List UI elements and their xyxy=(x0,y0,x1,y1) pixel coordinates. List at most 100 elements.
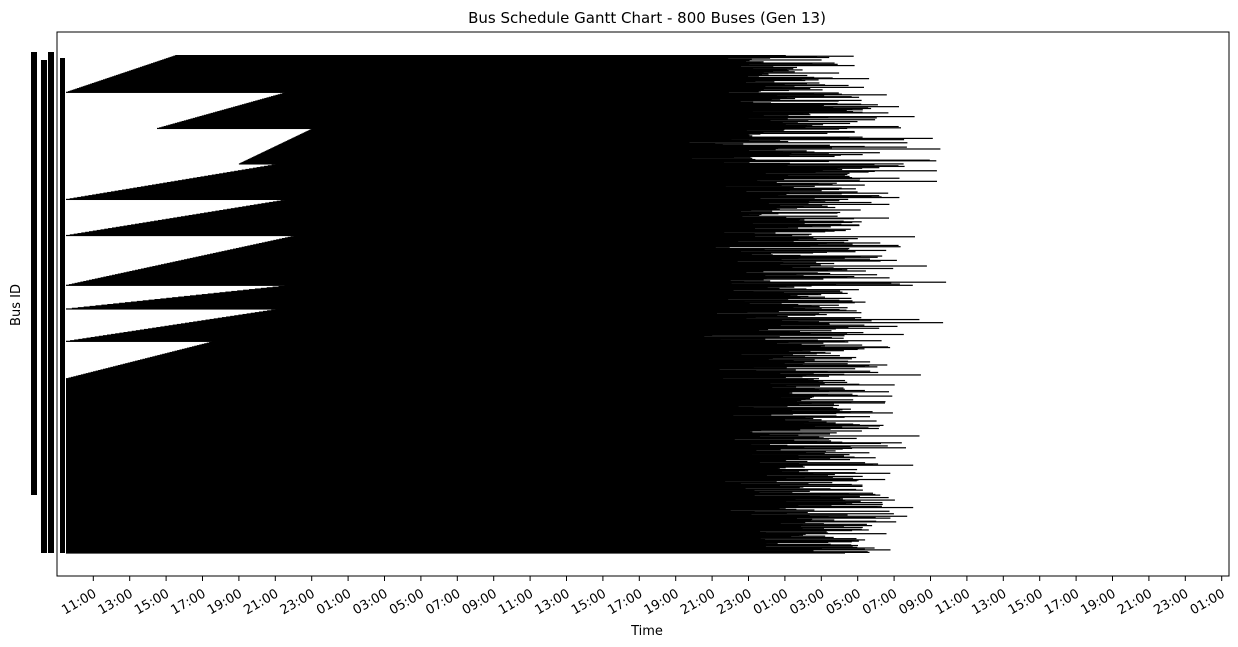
bus-bar xyxy=(86,280,771,282)
bus-bar xyxy=(66,409,792,412)
bus-bar xyxy=(306,130,855,133)
bus-bar xyxy=(189,178,861,180)
bus-bar xyxy=(77,282,892,284)
bus-bar xyxy=(73,89,823,91)
bus-bar xyxy=(138,67,754,69)
bus-bar xyxy=(66,415,837,417)
bus-bar xyxy=(66,449,757,451)
bus-bar xyxy=(204,254,801,257)
bus-bar xyxy=(85,231,725,234)
bus-bar xyxy=(66,414,772,416)
bus-bar xyxy=(75,88,764,90)
bus-bar xyxy=(196,345,825,347)
bus-bar xyxy=(66,389,865,392)
bus-bar xyxy=(284,237,808,239)
bus-bar xyxy=(66,526,863,529)
bus-bar xyxy=(95,193,787,196)
bus-bar xyxy=(178,260,881,262)
bus-bar xyxy=(66,500,846,502)
x-axis-label: Time xyxy=(630,624,663,639)
bus-bar xyxy=(119,226,831,228)
bus-bar xyxy=(277,94,887,96)
bus-bar xyxy=(66,463,874,466)
bus-bar xyxy=(66,511,808,514)
bus-bar xyxy=(66,396,814,398)
x-tick-label: 13:00 xyxy=(533,586,573,618)
y-axis-label: Bus ID xyxy=(9,284,24,326)
bus-bar xyxy=(66,551,868,553)
bus-bar xyxy=(114,190,747,192)
bus-bar xyxy=(86,337,844,339)
bus-bar xyxy=(103,368,720,370)
bus-bar xyxy=(66,473,814,475)
x-tick-label: 15:00 xyxy=(569,586,609,618)
bus-bar xyxy=(113,303,782,305)
x-tick-label: 03:00 xyxy=(351,586,391,618)
bus-bar xyxy=(66,510,731,512)
bus-bar xyxy=(66,518,797,520)
bus-bar xyxy=(66,405,739,407)
bus-bar xyxy=(272,201,826,203)
bus-bar xyxy=(147,357,773,359)
bus-bar xyxy=(302,132,828,135)
bus-bar xyxy=(66,416,870,418)
bus-bar xyxy=(66,508,780,510)
bus-bar xyxy=(126,271,747,273)
bus-bar xyxy=(66,515,908,517)
bus-bar xyxy=(180,216,743,218)
bus-bar xyxy=(66,483,741,485)
bus-bar xyxy=(99,193,842,195)
bus-bar xyxy=(66,453,752,455)
x-tick-label: 09:00 xyxy=(897,586,937,618)
bus-bar xyxy=(164,353,817,355)
bus-bar xyxy=(258,243,827,245)
bus-bar xyxy=(128,70,774,72)
bus-bar xyxy=(66,393,853,395)
bus-bar xyxy=(142,300,853,302)
bus-bar xyxy=(66,516,829,518)
bus-bar xyxy=(273,239,849,242)
bus-bar xyxy=(107,191,790,194)
bus-bar xyxy=(245,160,937,162)
bus-bar xyxy=(68,377,724,379)
bus-bar xyxy=(132,69,803,71)
bus-bar xyxy=(210,112,804,115)
x-tick-label: 05:00 xyxy=(824,586,864,618)
bus-bar xyxy=(107,304,799,306)
bus-bar xyxy=(154,299,729,301)
bus-bar xyxy=(235,106,899,108)
bus-bar xyxy=(66,527,803,529)
bus-bar xyxy=(184,348,865,350)
bus-bar xyxy=(66,448,843,450)
bus-bar xyxy=(66,284,913,286)
y-tick-labels xyxy=(31,52,65,553)
bus-bar xyxy=(104,228,851,230)
bus-bar xyxy=(260,287,780,290)
bus-bar xyxy=(122,363,803,365)
bus-bar xyxy=(66,492,873,494)
bus-bar xyxy=(194,345,821,347)
bus-bar xyxy=(154,220,844,222)
bus-bar xyxy=(66,503,883,506)
bus-bar xyxy=(66,432,837,434)
bus-bar xyxy=(131,330,800,332)
bus-bar xyxy=(66,487,800,489)
bus-bar xyxy=(305,131,855,133)
bus-bar xyxy=(169,218,855,220)
bus-bar xyxy=(95,370,871,372)
bus-bar xyxy=(66,422,805,425)
bus-bar xyxy=(123,72,840,74)
bus-bar xyxy=(112,227,799,229)
bus-bar xyxy=(184,259,782,261)
bus-bar xyxy=(219,110,753,112)
bus-bar xyxy=(165,58,729,60)
bus-bar xyxy=(66,472,856,474)
bus-bar xyxy=(66,381,848,384)
bus-bar xyxy=(244,160,829,163)
bus-bar xyxy=(78,374,807,377)
bus-bar xyxy=(100,229,829,231)
bus-bar xyxy=(146,221,853,224)
bus-bar xyxy=(268,96,860,98)
bus-bar xyxy=(303,132,764,134)
bus-bar xyxy=(66,470,809,472)
